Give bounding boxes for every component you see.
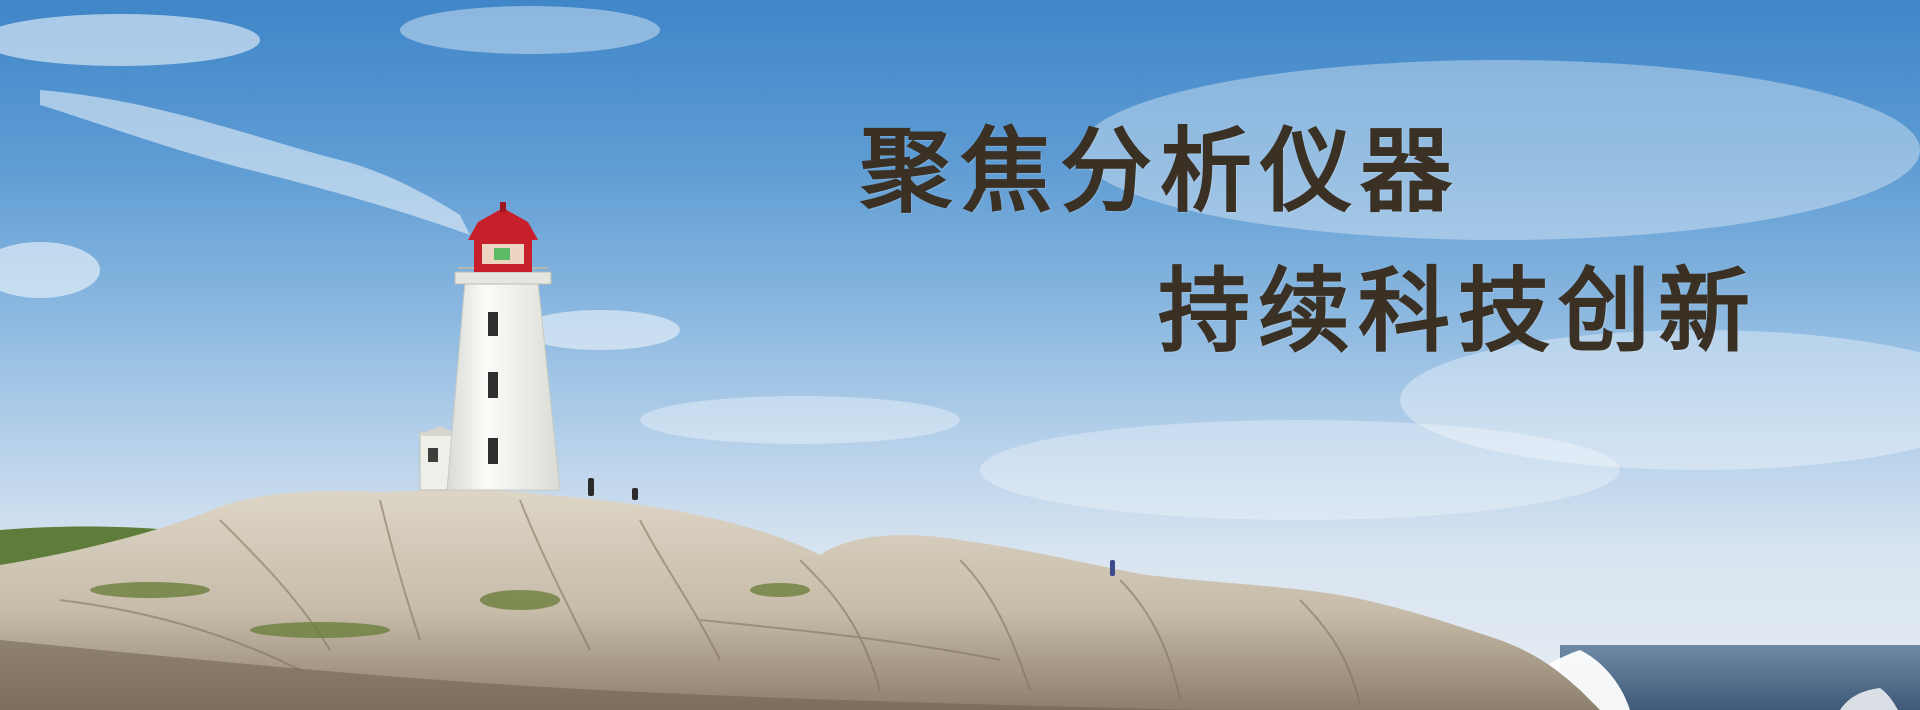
- slogan-line-1: 聚焦分析仪器: [860, 118, 1461, 225]
- moss: [90, 582, 810, 638]
- slogan-line-2: 持续科技创新: [1158, 258, 1759, 365]
- lighthouse-icon: [416, 202, 561, 491]
- clouds: [0, 6, 1920, 520]
- people: [588, 478, 1115, 576]
- rocks: [0, 490, 1600, 710]
- rock-cracks: [59, 499, 1361, 706]
